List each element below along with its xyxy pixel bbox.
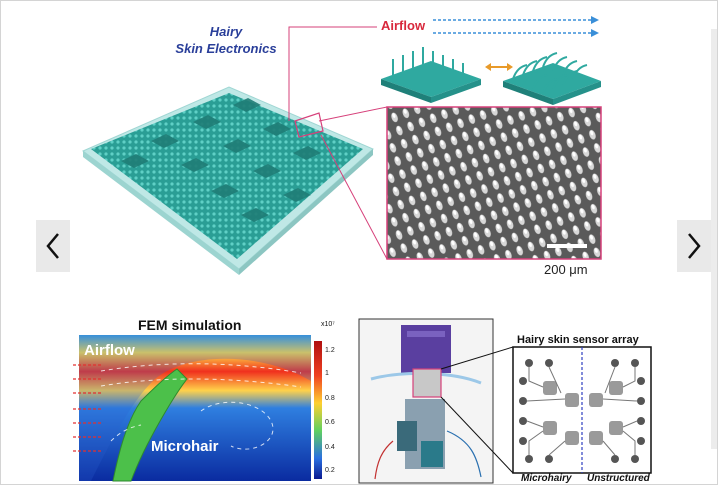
- colorbar-tick: 1: [325, 370, 329, 377]
- sem-image: [386, 106, 602, 260]
- sensor-label-microhairy: Microhairy: [521, 473, 572, 484]
- fem-panel: [73, 335, 322, 482]
- next-button[interactable]: [677, 220, 711, 272]
- colorbar-tick: 0.4: [325, 444, 335, 451]
- fem-airflow-label: Airflow: [84, 342, 135, 359]
- colorbar-tick: 0.8: [325, 395, 335, 402]
- previous-button[interactable]: [36, 220, 70, 272]
- colorbar-exponent: x10⁷: [321, 321, 335, 328]
- sensor-label-unstructured: Unstructured: [587, 473, 650, 484]
- airflow-label: Airflow: [381, 18, 426, 33]
- fem-title: FEM simulation: [138, 317, 242, 333]
- scale-bar-label: 200 μm: [544, 262, 588, 277]
- sensor-array-title: Hairy skin sensor array: [517, 334, 639, 346]
- experiment-photo: [358, 318, 494, 484]
- sensor-array: [512, 346, 652, 474]
- colorbar-tick: 0.6: [325, 419, 335, 426]
- fem-microhair-label: Microhair: [151, 438, 219, 455]
- figure-title: Hairy Skin Electronics: [151, 23, 301, 57]
- zoom-lines: [440, 346, 514, 474]
- colorbar-tick: 1.2: [325, 347, 335, 354]
- scrollbar[interactable]: [711, 29, 717, 449]
- hairy-skin-substrate: [82, 86, 374, 275]
- hair-block-upright: [381, 47, 481, 103]
- title-line-2: Skin Electronics: [175, 41, 277, 56]
- airflow-arrows: [433, 19, 591, 34]
- title-line-1: Hairy: [209, 24, 243, 39]
- colorbar-tick: 0.2: [325, 467, 335, 474]
- chevron-left-icon: [46, 233, 59, 259]
- hair-block-bent: [503, 52, 601, 105]
- callout-lines: [288, 26, 388, 260]
- chevron-right-icon: [688, 233, 701, 259]
